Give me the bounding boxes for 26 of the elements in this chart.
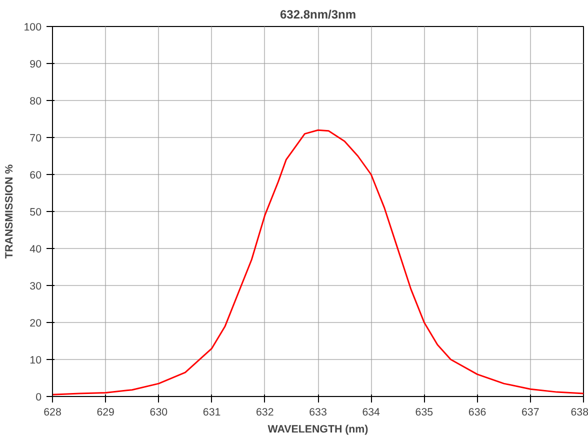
x-tick-label: 629 [96,406,115,418]
x-tick-label: 631 [202,406,221,418]
x-tick-label: 634 [362,406,380,418]
x-tick-label: 636 [468,406,486,418]
x-axis-title: WAVELENGTH (nm) [268,424,369,436]
y-tick-label: 100 [24,22,42,34]
y-tick-label: 40 [30,244,42,256]
x-tick-label: 630 [150,406,168,418]
x-tick-label: 635 [415,406,434,418]
x-tick-label: 628 [44,406,62,418]
y-tick-label: 0 [36,392,42,404]
y-tick-label: 50 [30,206,42,218]
y-tick-label: 30 [30,280,42,292]
x-tick-label: 637 [522,406,540,418]
y-axis-title: TRANSMISSION % [4,164,16,259]
y-tick-label: 90 [30,58,42,70]
y-tick-label: 70 [30,132,42,144]
y-tick-label: 20 [30,318,42,330]
line-series [52,129,584,396]
x-tick-label: 633 [309,406,327,418]
chart-title: 632.8nm/3nm [280,8,356,22]
x-tick-label: 638 [570,406,588,418]
y-tick-label: 80 [30,96,42,108]
y-tick-label: 60 [30,170,42,182]
x-tick-label: 632 [256,406,274,418]
y-tick-label: 10 [30,354,42,366]
